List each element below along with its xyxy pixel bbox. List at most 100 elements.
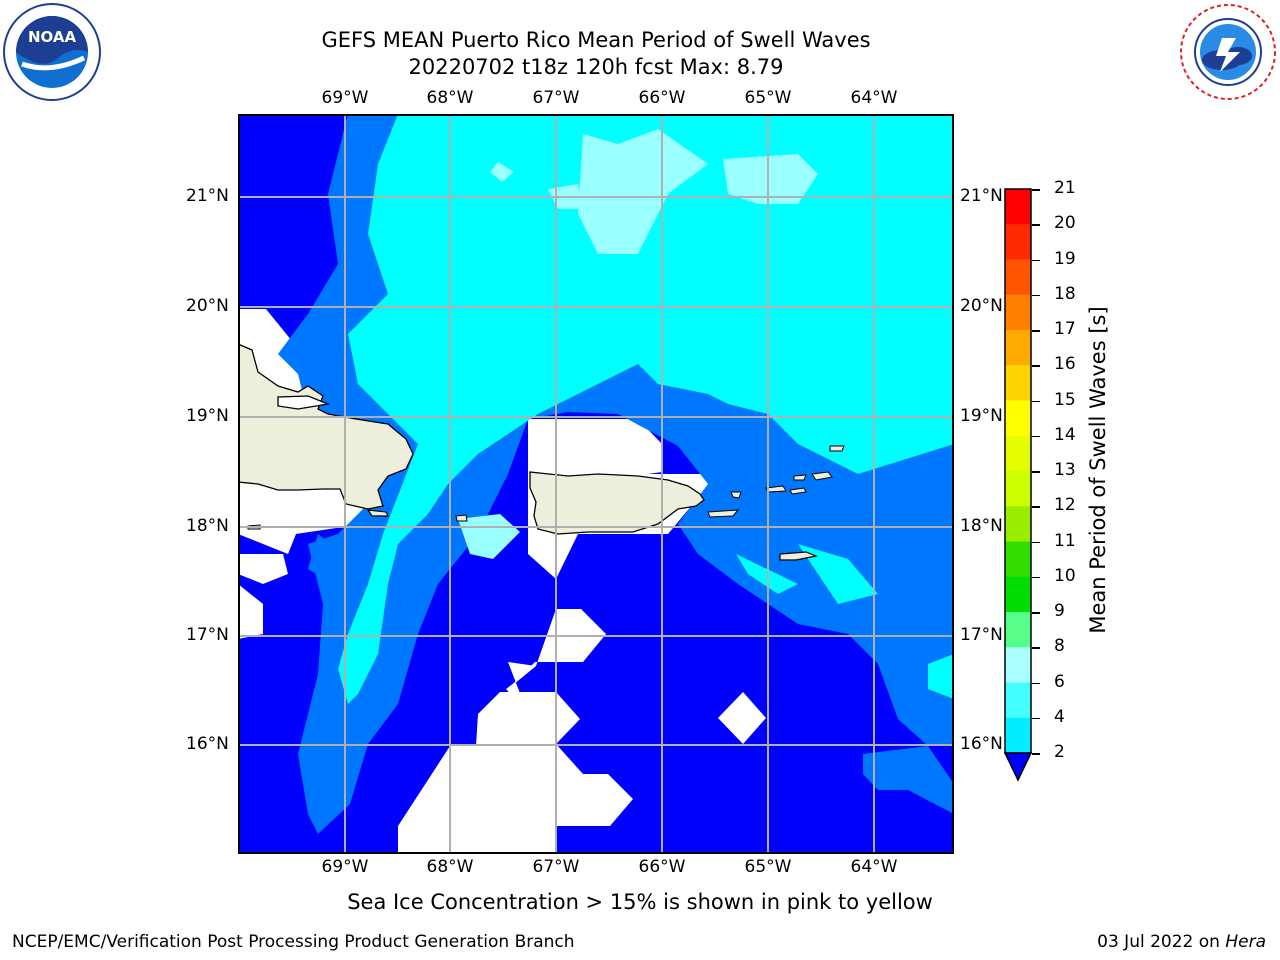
colorbar-tick-mark	[1032, 612, 1040, 614]
swell-bin-8-9	[578, 129, 708, 254]
lon-label-top: 69°W	[321, 88, 369, 108]
colorbar-segment	[1005, 541, 1031, 578]
lat-label-right: 19°N	[960, 406, 1003, 426]
lon-label-bottom: 64°W	[850, 857, 898, 877]
footer-credit: NCEP/EMC/Verification Post Processing Pr…	[12, 932, 575, 952]
colorbar-segment	[1005, 294, 1031, 331]
lon-label-bottom: 69°W	[321, 857, 369, 877]
swell-bin-8-9	[458, 514, 520, 559]
land-hispaniola	[238, 343, 414, 510]
sea-ice-note: Sea Ice Concentration > 15% is shown in …	[347, 890, 933, 914]
colorbar-segment	[1005, 224, 1031, 260]
colorbar-extend-arrow	[1003, 752, 1033, 782]
samana-bay-water	[277, 395, 331, 410]
colorbar	[1003, 188, 1033, 788]
swell-bin-6-8	[928, 654, 954, 699]
land-virgin-gorda	[811, 471, 833, 481]
footer-date: 03 Jul 2022 on Hera	[1097, 932, 1266, 952]
colorbar-segment	[1005, 471, 1031, 507]
map-plot-area	[238, 114, 954, 854]
colorbar-tick-label: 4	[1054, 706, 1065, 727]
lat-label-right: 18°N	[960, 516, 1003, 536]
colorbar-tick-label: 12	[1054, 495, 1076, 516]
colorbar-tick-mark	[1032, 365, 1040, 367]
lon-label-bottom: 67°W	[532, 857, 580, 877]
footer-host: Hera	[1225, 932, 1266, 952]
nws-logo	[1178, 2, 1278, 102]
lon-label-top: 66°W	[638, 88, 686, 108]
colorbar-tick-mark	[1032, 717, 1040, 720]
lon-label-top: 67°W	[532, 88, 580, 108]
colorbar-tick-mark	[1032, 753, 1040, 755]
noaa-logo: NOAA	[2, 2, 102, 102]
colorbar-tick-mark	[1032, 224, 1040, 226]
colorbar-tick-label: 14	[1054, 424, 1076, 445]
lon-label-bottom: 68°W	[426, 857, 474, 877]
colorbar-tick-label: 19	[1054, 248, 1076, 269]
land-culebra	[730, 491, 742, 499]
colorbar-tick-mark	[1032, 400, 1040, 402]
colorbar-segment	[1005, 576, 1031, 613]
land-vieques	[707, 509, 740, 518]
colorbar-tick-label: 10	[1054, 565, 1076, 586]
lon-label-bottom: 66°W	[638, 857, 686, 877]
no-data-region	[718, 692, 766, 744]
colorbar-tick-mark	[1032, 647, 1040, 649]
colorbar-label: Mean Period of Swell Waves [s]	[1086, 306, 1110, 634]
no-data-region	[556, 744, 633, 826]
colorbar-tick-label: 16	[1054, 354, 1076, 375]
land-st-croix	[779, 551, 819, 561]
colorbar-tick-mark	[1032, 576, 1040, 579]
colorbar-tick-label: 13	[1054, 460, 1076, 480]
land-mona-island	[455, 514, 468, 522]
lat-label-right: 21°N	[960, 186, 1003, 206]
colorbar-segments	[1005, 189, 1031, 754]
no-data-region	[398, 692, 580, 854]
map-gridlines	[238, 114, 954, 854]
lat-label-right: 16°N	[960, 734, 1003, 754]
land-puerto-rico	[529, 471, 705, 535]
lat-label-left: 20°N	[186, 296, 229, 316]
colorbar-tick-mark	[1032, 541, 1040, 543]
colorbar-segment	[1005, 717, 1031, 754]
colorbar-tick-label: 15	[1054, 389, 1076, 410]
footer-date-text: 03 Jul 2022 on	[1097, 932, 1226, 952]
colorbar-segment	[1005, 330, 1031, 366]
colorbar-tick-label: 8	[1054, 636, 1065, 657]
land-islet	[366, 509, 389, 517]
chart-subtitle: 20220702 t18z 120h fcst Max: 8.79	[408, 55, 784, 79]
swell-bin-8-9	[490, 162, 514, 182]
noaa-logo-text: NOAA	[28, 28, 77, 46]
lat-label-left: 16°N	[186, 734, 229, 754]
lat-label-left: 17°N	[186, 625, 229, 645]
colorbar-tick-label: 17	[1054, 319, 1076, 339]
no-data-region	[238, 584, 263, 639]
swell-bin-6-8	[338, 114, 954, 704]
colorbar-tick-label: 2	[1054, 742, 1065, 762]
colorbar-tick-mark	[1032, 435, 1040, 438]
map-frame	[238, 114, 954, 854]
colorbar-segment	[1005, 682, 1031, 719]
land-st-john	[789, 487, 807, 495]
chart-title: GEFS MEAN Puerto Rico Mean Period of Swe…	[321, 28, 871, 52]
colorbar-tick-mark	[1032, 330, 1040, 332]
colorbar-segment	[1005, 647, 1031, 683]
no-data-region	[506, 662, 536, 714]
lat-label-right: 20°N	[960, 296, 1003, 316]
lat-label-left: 18°N	[186, 516, 229, 536]
colorbar-tick-label: 6	[1054, 671, 1065, 692]
lat-label-left: 21°N	[186, 186, 229, 206]
land-tortola	[793, 474, 807, 481]
lat-label-right: 17°N	[960, 625, 1003, 645]
land-anegada	[829, 445, 845, 452]
lat-label-left: 19°N	[186, 406, 229, 426]
colorbar-segment	[1005, 259, 1031, 296]
lon-label-top: 65°W	[744, 88, 792, 108]
lon-label-top: 64°W	[850, 88, 898, 108]
colorbar-segment	[1005, 365, 1031, 401]
colorbar-segment	[1005, 189, 1031, 225]
colorbar-segment	[1005, 506, 1031, 542]
colorbar-segment	[1005, 612, 1031, 648]
colorbar-segment	[1005, 435, 1031, 472]
swell-bin-4-6	[308, 534, 343, 584]
